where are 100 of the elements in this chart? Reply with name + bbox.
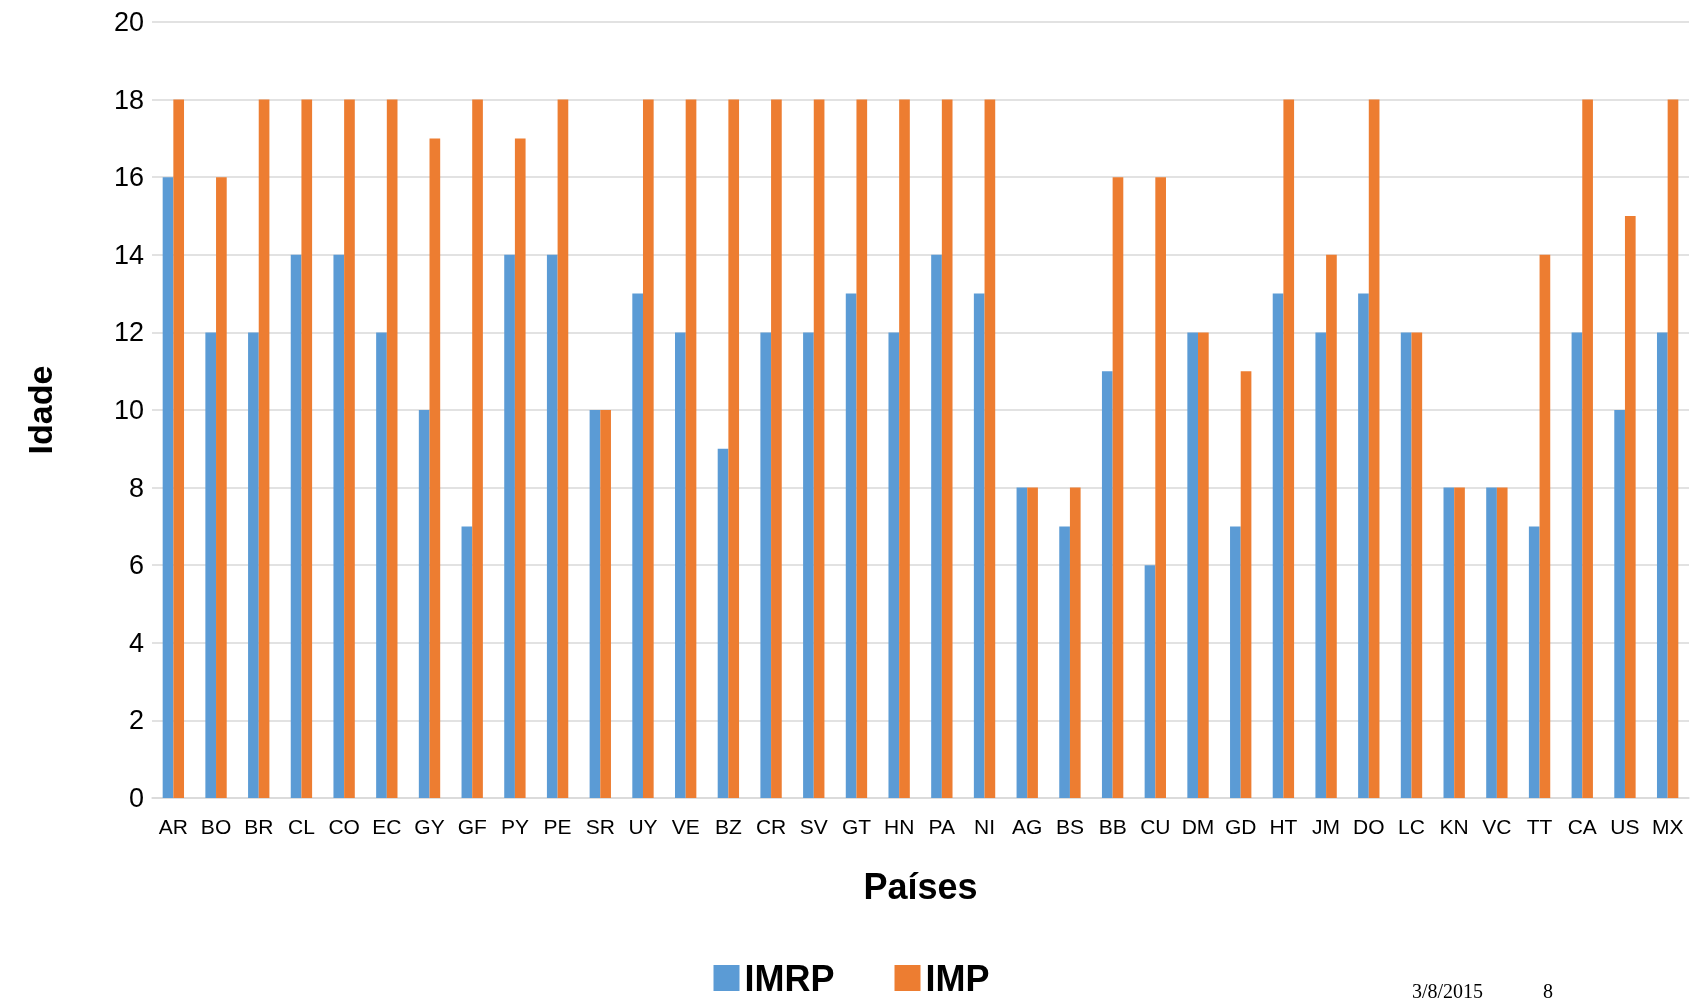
x-tick-label: UY: [628, 815, 658, 838]
bar: [899, 99, 910, 798]
bar: [504, 254, 515, 798]
y-tick-label: 0: [128, 783, 144, 813]
bar: [1656, 332, 1668, 798]
bar: [1272, 293, 1284, 798]
y-tick-label: 20: [113, 7, 144, 37]
y-tick-label: 10: [113, 395, 144, 425]
bar: [248, 332, 259, 798]
bar: [290, 254, 302, 798]
bar: [1624, 216, 1636, 798]
x-tick-label: MX: [1651, 815, 1684, 838]
bar: [376, 332, 387, 798]
y-tick-label: 4: [128, 627, 144, 658]
bar: [675, 332, 686, 798]
bar: [258, 99, 270, 798]
x-tick-label: CR: [755, 815, 787, 838]
x-tick-label: LC: [1398, 815, 1425, 838]
bar: [1539, 254, 1551, 798]
bar: [589, 410, 601, 798]
x-tick-label: AR: [158, 815, 188, 838]
y-tick-label: 2: [128, 705, 144, 736]
y-tick-label: 12: [113, 317, 144, 348]
x-tick-label: GT: [841, 815, 872, 838]
x-tick-label: CA: [1567, 815, 1597, 838]
x-tick-label: AG: [1012, 815, 1043, 838]
x-tick-label: SR: [585, 815, 615, 838]
bar: [301, 99, 313, 798]
bar: [514, 138, 526, 798]
y-axis-title: Idade: [21, 365, 59, 455]
bar: [429, 138, 441, 798]
bar: [1155, 177, 1166, 798]
bar: [685, 99, 697, 798]
x-tick-label: SV: [799, 815, 828, 838]
bar: [1112, 177, 1124, 798]
bar: [1230, 526, 1241, 798]
bar: [205, 332, 217, 798]
x-tick-label: BB: [1098, 815, 1127, 838]
bar: [1528, 526, 1540, 798]
y-tick-label: 8: [128, 472, 144, 503]
bar: [984, 99, 996, 798]
bar: [1187, 332, 1199, 798]
bar: [1614, 410, 1625, 798]
bar: [1016, 487, 1028, 798]
x-tick-label: NI: [974, 815, 996, 838]
bar: [856, 99, 868, 798]
x-tick-label: CU: [1140, 815, 1171, 838]
bar: [386, 99, 398, 798]
bar: [1069, 487, 1081, 798]
x-tick-label: BS: [1055, 815, 1084, 838]
bar: [1198, 332, 1209, 798]
bar: [461, 526, 473, 798]
bar: [717, 448, 729, 798]
x-axis-title: Países: [863, 865, 978, 907]
bar: [216, 177, 227, 798]
y-tick-label: 14: [113, 239, 144, 270]
bar: [173, 99, 185, 798]
bar: [418, 410, 430, 798]
bar: [771, 99, 782, 798]
x-tick-label: VC: [1482, 815, 1512, 838]
x-tick-label: VE: [671, 815, 700, 838]
bar: [1027, 487, 1038, 798]
x-tick-label: BZ: [714, 815, 742, 838]
x-tick-label: CL: [288, 815, 315, 838]
legend-label: IMRP: [744, 957, 835, 999]
bar: [472, 99, 483, 798]
x-tick-label: PE: [543, 815, 572, 838]
x-tick-label: DM: [1181, 815, 1215, 838]
text: 8: [1543, 980, 1553, 1002]
bar: [1101, 371, 1113, 798]
bar: [845, 293, 857, 798]
bar: [973, 293, 985, 798]
bar: [941, 99, 953, 798]
bar: [1411, 332, 1423, 798]
bar: [1443, 487, 1455, 798]
bar: [728, 99, 740, 798]
bar: [632, 293, 643, 798]
x-tick-label: JM: [1312, 815, 1341, 838]
bar: [1400, 332, 1412, 798]
y-tick-label: 6: [128, 550, 144, 581]
bar: [1358, 293, 1369, 798]
x-tick-label: DO: [1353, 815, 1385, 838]
x-tick-label: HT: [1269, 815, 1298, 838]
y-tick-label: 18: [113, 84, 144, 115]
bar: [1667, 99, 1679, 798]
bar: [546, 254, 558, 798]
x-tick-label: PA: [928, 815, 956, 838]
bar: [1496, 487, 1508, 798]
bar: [557, 99, 569, 798]
bar: [1059, 526, 1070, 798]
bar: [162, 177, 174, 798]
bar: [642, 99, 654, 798]
bar: [931, 254, 942, 798]
x-tick-label: CO: [328, 815, 360, 838]
x-tick-label: HN: [883, 815, 915, 838]
bar: [1368, 99, 1380, 798]
bar: [813, 99, 825, 798]
bar: [760, 332, 772, 798]
x-tick-label: GD: [1224, 815, 1257, 838]
bar: [1315, 332, 1327, 798]
